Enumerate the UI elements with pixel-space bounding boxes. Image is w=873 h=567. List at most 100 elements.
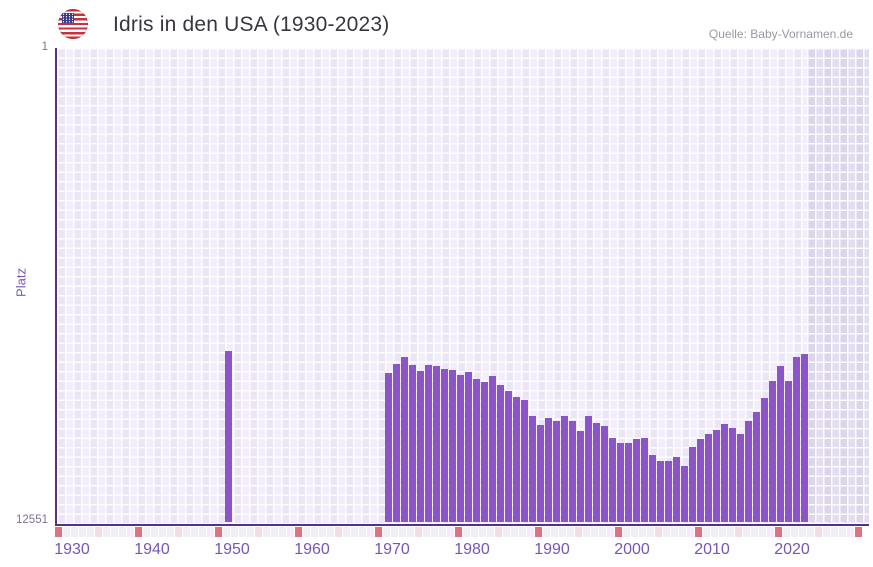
year-tick-cell (655, 527, 662, 537)
year-tick-cell (143, 527, 150, 537)
y-axis-top-label: 1 (41, 41, 48, 53)
bar-1985[interactable] (497, 385, 504, 522)
bar-2017[interactable] (753, 412, 760, 522)
bar-2006[interactable] (665, 461, 672, 522)
year-tick-cell (223, 527, 230, 537)
bar-1981[interactable] (465, 372, 472, 522)
year-tick-cell (343, 527, 350, 537)
year-tick-cell (119, 527, 126, 537)
bar-1997[interactable] (593, 423, 600, 522)
bar-1999[interactable] (609, 438, 616, 522)
year-tick-cell (815, 527, 822, 537)
year-tick-cell (847, 527, 854, 537)
bar-2001[interactable] (625, 443, 632, 522)
year-tick-cell (799, 527, 806, 537)
bar-1975[interactable] (417, 371, 424, 522)
bar-1984[interactable] (489, 376, 496, 522)
bar-1998[interactable] (601, 426, 608, 522)
bar-2003[interactable] (641, 438, 648, 522)
bar-1996[interactable] (585, 416, 592, 522)
year-tick-cell (271, 527, 278, 537)
year-tick-cell (639, 527, 646, 537)
bar-1972[interactable] (393, 364, 400, 522)
year-tick-cell (831, 527, 838, 537)
decade-tick-cell (455, 527, 462, 537)
source-attribution: Quelle: Baby-Vornamen.de (708, 27, 853, 41)
year-tick-cell (279, 527, 286, 537)
bar-1991[interactable] (545, 418, 552, 522)
bar-1986[interactable] (505, 391, 512, 522)
bar-1993[interactable] (561, 416, 568, 522)
bar-2000[interactable] (617, 443, 624, 522)
year-tick-cell (575, 527, 582, 537)
bar-2012[interactable] (713, 430, 720, 522)
bar-1995[interactable] (577, 431, 584, 522)
bar-1990[interactable] (537, 425, 544, 522)
bar-2007[interactable] (673, 457, 680, 522)
decade-tick-cell (375, 527, 382, 537)
year-tick-cell (351, 527, 358, 537)
bar-1988[interactable] (521, 400, 528, 522)
bar-1973[interactable] (401, 357, 408, 522)
year-tick-cell (407, 527, 414, 537)
year-tick-cell (767, 527, 774, 537)
bar-2011[interactable] (705, 434, 712, 522)
decade-tick-cell (775, 527, 782, 537)
bar-1977[interactable] (433, 366, 440, 522)
bar-1979[interactable] (449, 370, 456, 522)
bar-1982[interactable] (473, 379, 480, 522)
bar-2023[interactable] (801, 354, 808, 522)
bar-2005[interactable] (657, 461, 664, 522)
bar-2016[interactable] (745, 421, 752, 522)
bar-2022[interactable] (793, 357, 800, 522)
year-tick-cell (431, 527, 438, 537)
year-tick-cell (559, 527, 566, 537)
year-tick-cell (623, 527, 630, 537)
bar-2004[interactable] (649, 455, 656, 522)
year-tick-cell (319, 527, 326, 537)
bar-1994[interactable] (569, 421, 576, 522)
bar-1951[interactable] (225, 351, 232, 522)
bar-1987[interactable] (513, 397, 520, 522)
year-tick-cell (543, 527, 550, 537)
year-tick-cell (255, 527, 262, 537)
year-tick-cell (495, 527, 502, 537)
bar-1974[interactable] (409, 365, 416, 522)
year-tick-cell (167, 527, 174, 537)
bar-2008[interactable] (681, 466, 688, 522)
bar-1992[interactable] (553, 421, 560, 522)
bar-2021[interactable] (785, 381, 792, 522)
bar-1980[interactable] (457, 375, 464, 522)
year-tick-cell (479, 527, 486, 537)
bar-1989[interactable] (529, 416, 536, 522)
bar-1971[interactable] (385, 373, 392, 522)
bar-2010[interactable] (697, 439, 704, 522)
x-tick-strip (55, 527, 865, 537)
x-tick-label: 1940 (134, 541, 170, 558)
year-tick-cell (839, 527, 846, 537)
bar-2020[interactable] (777, 366, 784, 522)
bar-2014[interactable] (729, 428, 736, 522)
bar-2009[interactable] (689, 447, 696, 522)
bar-1978[interactable] (441, 369, 448, 522)
bar-1983[interactable] (481, 382, 488, 522)
year-tick-cell (687, 527, 694, 537)
year-tick-cell (463, 527, 470, 537)
bar-1976[interactable] (425, 365, 432, 522)
bar-2019[interactable] (769, 381, 776, 522)
year-tick-cell (175, 527, 182, 537)
bar-2013[interactable] (721, 424, 728, 522)
year-tick-cell (95, 527, 102, 537)
year-tick-cell (751, 527, 758, 537)
year-tick-cell (231, 527, 238, 537)
year-tick-cell (383, 527, 390, 537)
x-tick-label: 1960 (294, 541, 330, 558)
year-tick-cell (591, 527, 598, 537)
bar-2015[interactable] (737, 434, 744, 522)
year-tick-cell (567, 527, 574, 537)
bar-2002[interactable] (633, 439, 640, 522)
bar-2018[interactable] (761, 398, 768, 522)
x-tick-label: 1980 (454, 541, 490, 558)
x-axis-labels: 1930 1940 1950 1960 1970 1980 1990 2000 2010 2020 (54, 541, 873, 561)
year-tick-cell (647, 527, 654, 537)
